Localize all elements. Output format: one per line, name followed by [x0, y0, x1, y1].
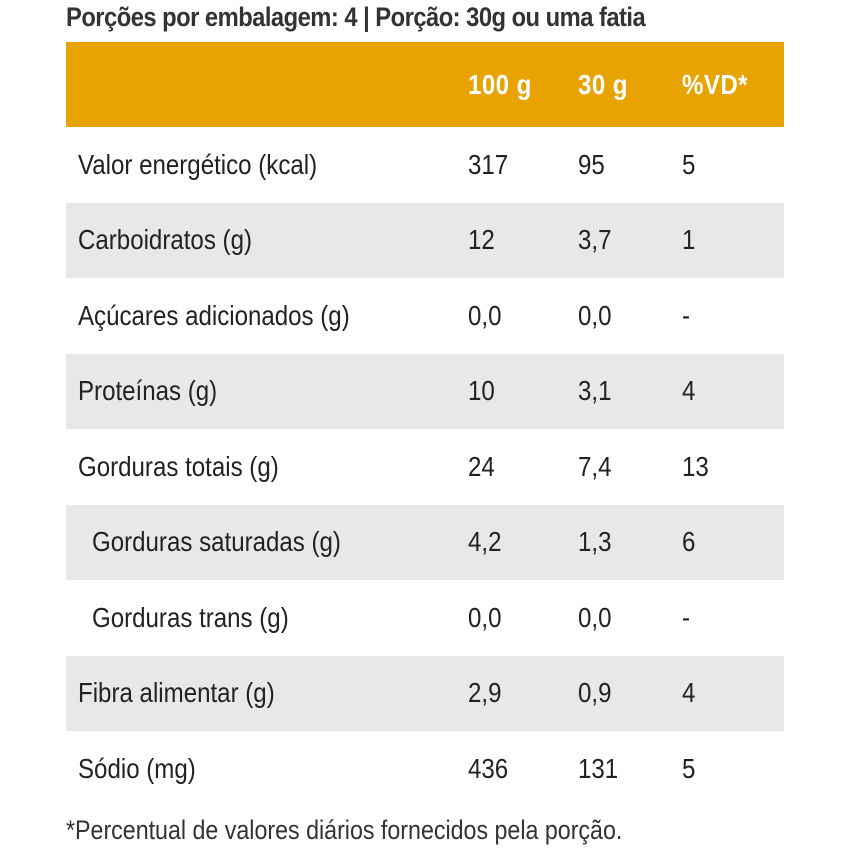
row-value-30g: 7,4	[578, 450, 612, 482]
row-value-30g: 131	[578, 752, 619, 784]
row-label: Gorduras trans (g)	[92, 601, 289, 633]
table-row: Valor energético (kcal) 317 95 5	[66, 127, 784, 203]
row-value-vd: 1	[682, 224, 696, 256]
header-100g: 100 g	[468, 68, 532, 100]
row-value-30g: 1,3	[578, 526, 612, 558]
row-value-100g: 24	[468, 450, 495, 482]
row-value-vd: 4	[682, 677, 696, 709]
row-label: Açúcares adicionados (g)	[78, 299, 350, 331]
table-row: Gorduras totais (g) 24 7,4 13	[66, 429, 784, 505]
row-value-100g: 4,2	[468, 526, 502, 558]
row-value-100g: 2,9	[468, 677, 502, 709]
row-label: Gorduras totais (g)	[78, 450, 279, 482]
row-label: Gorduras saturadas (g)	[92, 526, 341, 558]
row-value-vd: 5	[682, 148, 696, 180]
table-header-row: 100 g 30 g %VD*	[66, 42, 784, 127]
nutrition-table: 100 g 30 g %VD* Valor energético (kcal) …	[66, 42, 784, 807]
row-label: Valor energético (kcal)	[78, 148, 318, 180]
row-value-30g: 0,9	[578, 677, 612, 709]
row-label: Sódio (mg)	[78, 752, 196, 784]
row-value-100g: 317	[468, 148, 509, 180]
header-vd: %VD*	[682, 68, 748, 100]
row-value-100g: 436	[468, 752, 509, 784]
row-label: Fibra alimentar (g)	[78, 677, 275, 709]
row-value-100g: 10	[468, 375, 495, 407]
footnote: *Percentual de valores diários fornecido…	[66, 815, 623, 845]
row-value-100g: 0,0	[468, 299, 502, 331]
row-value-30g: 95	[578, 148, 605, 180]
row-value-30g: 3,1	[578, 375, 612, 407]
table-row: Proteínas (g) 10 3,1 4	[66, 353, 784, 429]
header-30g: 30 g	[578, 68, 628, 100]
serving-info: Porções por embalagem: 4 | Porção: 30g o…	[66, 2, 646, 32]
row-value-vd: 5	[682, 752, 696, 784]
row-value-30g: 3,7	[578, 224, 612, 256]
row-value-100g: 12	[468, 224, 495, 256]
row-value-vd: -	[682, 601, 691, 633]
row-value-vd: 6	[682, 526, 696, 558]
table-row: Gorduras trans (g) 0,0 0,0 -	[66, 580, 784, 656]
row-value-vd: -	[682, 299, 691, 331]
row-label: Carboidratos (g)	[78, 224, 252, 256]
table-row: Fibra alimentar (g) 2,9 0,9 4	[66, 655, 784, 731]
row-value-30g: 0,0	[578, 299, 612, 331]
row-value-30g: 0,0	[578, 601, 612, 633]
table-row: Açúcares adicionados (g) 0,0 0,0 -	[66, 278, 784, 354]
row-label: Proteínas (g)	[78, 375, 218, 407]
table-row: Carboidratos (g) 12 3,7 1	[66, 202, 784, 278]
row-value-100g: 0,0	[468, 601, 502, 633]
table-row: Gorduras saturadas (g) 4,2 1,3 6	[66, 504, 784, 580]
row-value-vd: 4	[682, 375, 696, 407]
row-value-vd: 13	[682, 450, 709, 482]
table-row: Sódio (mg) 436 131 5	[66, 731, 784, 807]
